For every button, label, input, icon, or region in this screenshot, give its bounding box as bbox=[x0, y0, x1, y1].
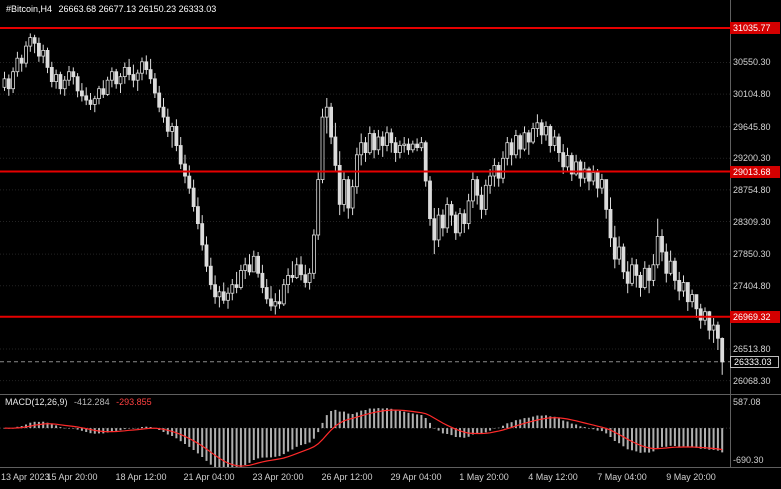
price-grid bbox=[0, 62, 730, 382]
macd-histogram bbox=[3, 408, 724, 467]
symbol-timeframe-label: #Bitcoin,H4 bbox=[6, 4, 53, 14]
quote-ohlc-values: 26663.68 26677.13 26150.23 26333.03 bbox=[58, 4, 217, 14]
candlesticks bbox=[2, 33, 725, 375]
macd-indicator-label: MACD(12,26,9) -412.284 -293.855 bbox=[3, 397, 158, 407]
macd-signal-line bbox=[4, 409, 723, 467]
quote-bar: #Bitcoin,H4 26663.68 26677.13 26150.23 2… bbox=[3, 3, 224, 15]
macd-main-value: -412.284 bbox=[74, 397, 110, 407]
macd-signal-value: -293.855 bbox=[116, 397, 152, 407]
macd-axis-max-label: 587.08 bbox=[733, 397, 761, 407]
macd-name: MACD(12,26,9) bbox=[5, 397, 68, 407]
macd-axis-min-label: -690.30 bbox=[733, 455, 764, 465]
